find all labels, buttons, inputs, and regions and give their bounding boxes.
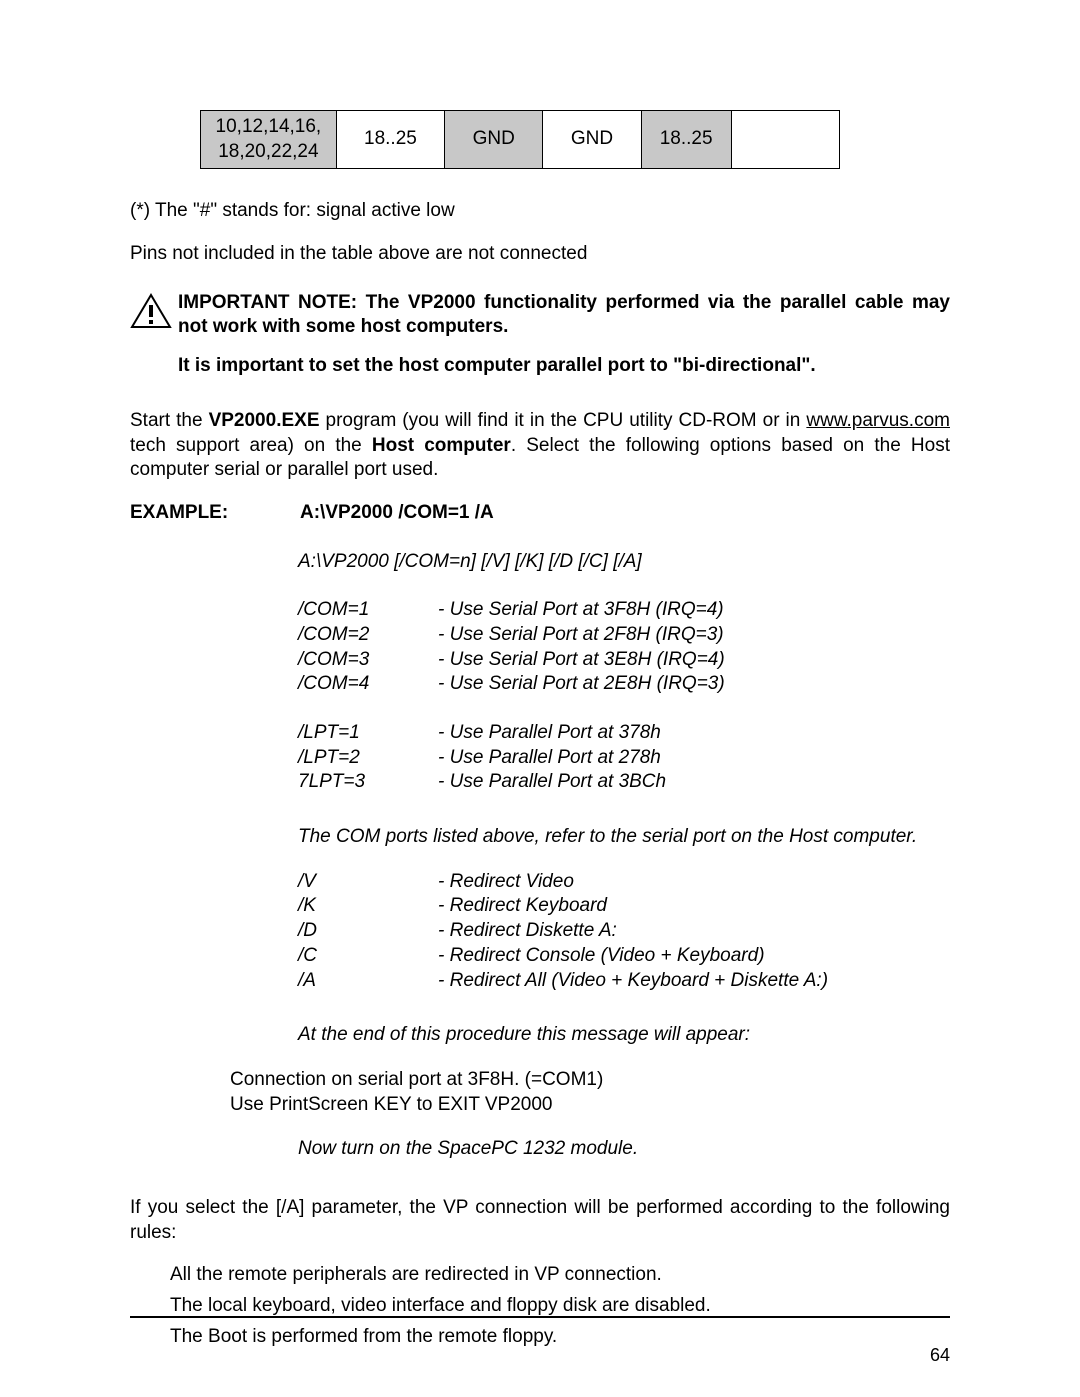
- redirect-options: /V- Redirect Video/K- Redirect Keyboard/…: [298, 870, 950, 993]
- cell-blank: [731, 111, 839, 169]
- option-key: /V: [298, 870, 438, 895]
- warning-icon: [130, 293, 172, 337]
- option-row: /K- Redirect Keyboard: [298, 894, 950, 919]
- option-desc: - Use Parallel Port at 378h: [438, 721, 950, 746]
- option-row: /D- Redirect Diskette A:: [298, 919, 950, 944]
- now-turn-on: Now turn on the SpacePC 1232 module.: [298, 1137, 950, 1162]
- example-label: EXAMPLE:: [130, 501, 300, 526]
- text: program (you will find it in the CPU uti…: [320, 410, 807, 431]
- connection-message: Connection on serial port at 3F8H. (=COM…: [230, 1068, 950, 1117]
- cell-b: 18..25: [641, 111, 731, 169]
- option-row: /V- Redirect Video: [298, 870, 950, 895]
- list-item: All the remote peripherals are redirecte…: [170, 1263, 950, 1288]
- cell-pins: 10,12,14,16, 18,20,22,24: [201, 111, 337, 169]
- conn-line-2: Use PrintScreen KEY to EXIT VP2000: [230, 1093, 950, 1118]
- option-desc: - Use Parallel Port at 3BCh: [438, 770, 950, 795]
- pin-table: 10,12,14,16, 18,20,22,24 18..25 GND GND …: [200, 110, 840, 169]
- conn-line-1: Connection on serial port at 3F8H. (=COM…: [230, 1068, 950, 1093]
- text: Start the: [130, 410, 209, 431]
- option-row: /A- Redirect All (Video + Keyboard + Dis…: [298, 969, 950, 994]
- cell-gnd1: GND: [445, 111, 543, 169]
- option-key: /COM=3: [298, 648, 438, 673]
- option-desc: - Redirect Diskette A:: [438, 919, 950, 944]
- cell-gnd2: GND: [543, 111, 641, 169]
- table-row: 10,12,14,16, 18,20,22,24 18..25 GND GND …: [201, 111, 840, 169]
- text: tech support area) on the: [130, 435, 372, 456]
- option-key: /LPT=2: [298, 746, 438, 771]
- option-key: /COM=2: [298, 623, 438, 648]
- option-key: /A: [298, 969, 438, 994]
- option-desc: - Redirect All (Video + Keyboard + Diske…: [438, 969, 950, 994]
- option-row: /COM=4- Use Serial Port at 2E8H (IRQ=3): [298, 672, 950, 697]
- option-row: /C- Redirect Console (Video + Keyboard): [298, 944, 950, 969]
- option-desc: - Use Serial Port at 3E8H (IRQ=4): [438, 648, 950, 673]
- option-row: /COM=2- Use Serial Port at 2F8H (IRQ=3): [298, 623, 950, 648]
- option-key: /COM=1: [298, 598, 438, 623]
- option-row: /LPT=1- Use Parallel Port at 378h: [298, 721, 950, 746]
- option-row: /COM=1- Use Serial Port at 3F8H (IRQ=4): [298, 598, 950, 623]
- option-desc: - Redirect Console (Video + Keyboard): [438, 944, 950, 969]
- start-paragraph: Start the VP2000.EXE program (you will f…: [130, 409, 950, 483]
- rules-intro: If you select the [/A] parameter, the VP…: [130, 1196, 950, 1245]
- option-row: /COM=3- Use Serial Port at 3E8H (IRQ=4): [298, 648, 950, 673]
- page: 10,12,14,16, 18,20,22,24 18..25 GND GND …: [0, 0, 1080, 1397]
- option-desc: - Use Parallel Port at 278h: [438, 746, 950, 771]
- example-value: A:\VP2000 /COM=1 /A: [300, 501, 950, 526]
- option-row: /LPT=2- Use Parallel Port at 278h: [298, 746, 950, 771]
- list-item: The Boot is performed from the remote fl…: [170, 1325, 950, 1350]
- option-desc: - Use Serial Port at 2F8H (IRQ=3): [438, 623, 950, 648]
- warning-block: IMPORTANT NOTE: The VP2000 functionality…: [130, 291, 950, 340]
- footnote-text: (*) The "#" stands for: signal active lo…: [130, 199, 950, 224]
- lpt-options: /LPT=1- Use Parallel Port at 378h/LPT=2-…: [298, 721, 950, 795]
- cell-a: 18..25: [336, 111, 444, 169]
- com-options: /COM=1- Use Serial Port at 3F8H (IRQ=4)/…: [298, 598, 950, 697]
- link-text: www.parvus.com: [806, 410, 950, 431]
- rules-list: All the remote peripherals are redirecte…: [130, 1263, 950, 1349]
- option-key: /C: [298, 944, 438, 969]
- page-number: 64: [930, 1344, 950, 1367]
- pins-note: Pins not included in the table above are…: [130, 242, 950, 267]
- option-row: 7LPT=3- Use Parallel Port at 3BCh: [298, 770, 950, 795]
- syntax-line: A:\VP2000 [/COM=n] [/V] [/K] [/D [/C] [/…: [298, 550, 950, 575]
- option-key: /COM=4: [298, 672, 438, 697]
- com-note: The COM ports listed above, refer to the…: [298, 825, 950, 850]
- footer-divider: [130, 1316, 950, 1318]
- end-msg-intro: At the end of this procedure this messag…: [298, 1023, 950, 1048]
- host-computer: Host computer: [372, 435, 511, 456]
- example-row: EXAMPLE: A:\VP2000 /COM=1 /A: [130, 501, 950, 526]
- option-key: /D: [298, 919, 438, 944]
- option-key: /LPT=1: [298, 721, 438, 746]
- option-desc: - Redirect Video: [438, 870, 950, 895]
- program-name: VP2000.EXE: [209, 410, 320, 431]
- option-desc: - Use Serial Port at 2E8H (IRQ=3): [438, 672, 950, 697]
- option-desc: - Use Serial Port at 3F8H (IRQ=4): [438, 598, 950, 623]
- option-key: 7LPT=3: [298, 770, 438, 795]
- warning-text-1: IMPORTANT NOTE: The VP2000 functionality…: [178, 291, 950, 340]
- option-key: /K: [298, 894, 438, 919]
- warning-text-2: It is important to set the host computer…: [178, 354, 950, 379]
- option-desc: - Redirect Keyboard: [438, 894, 950, 919]
